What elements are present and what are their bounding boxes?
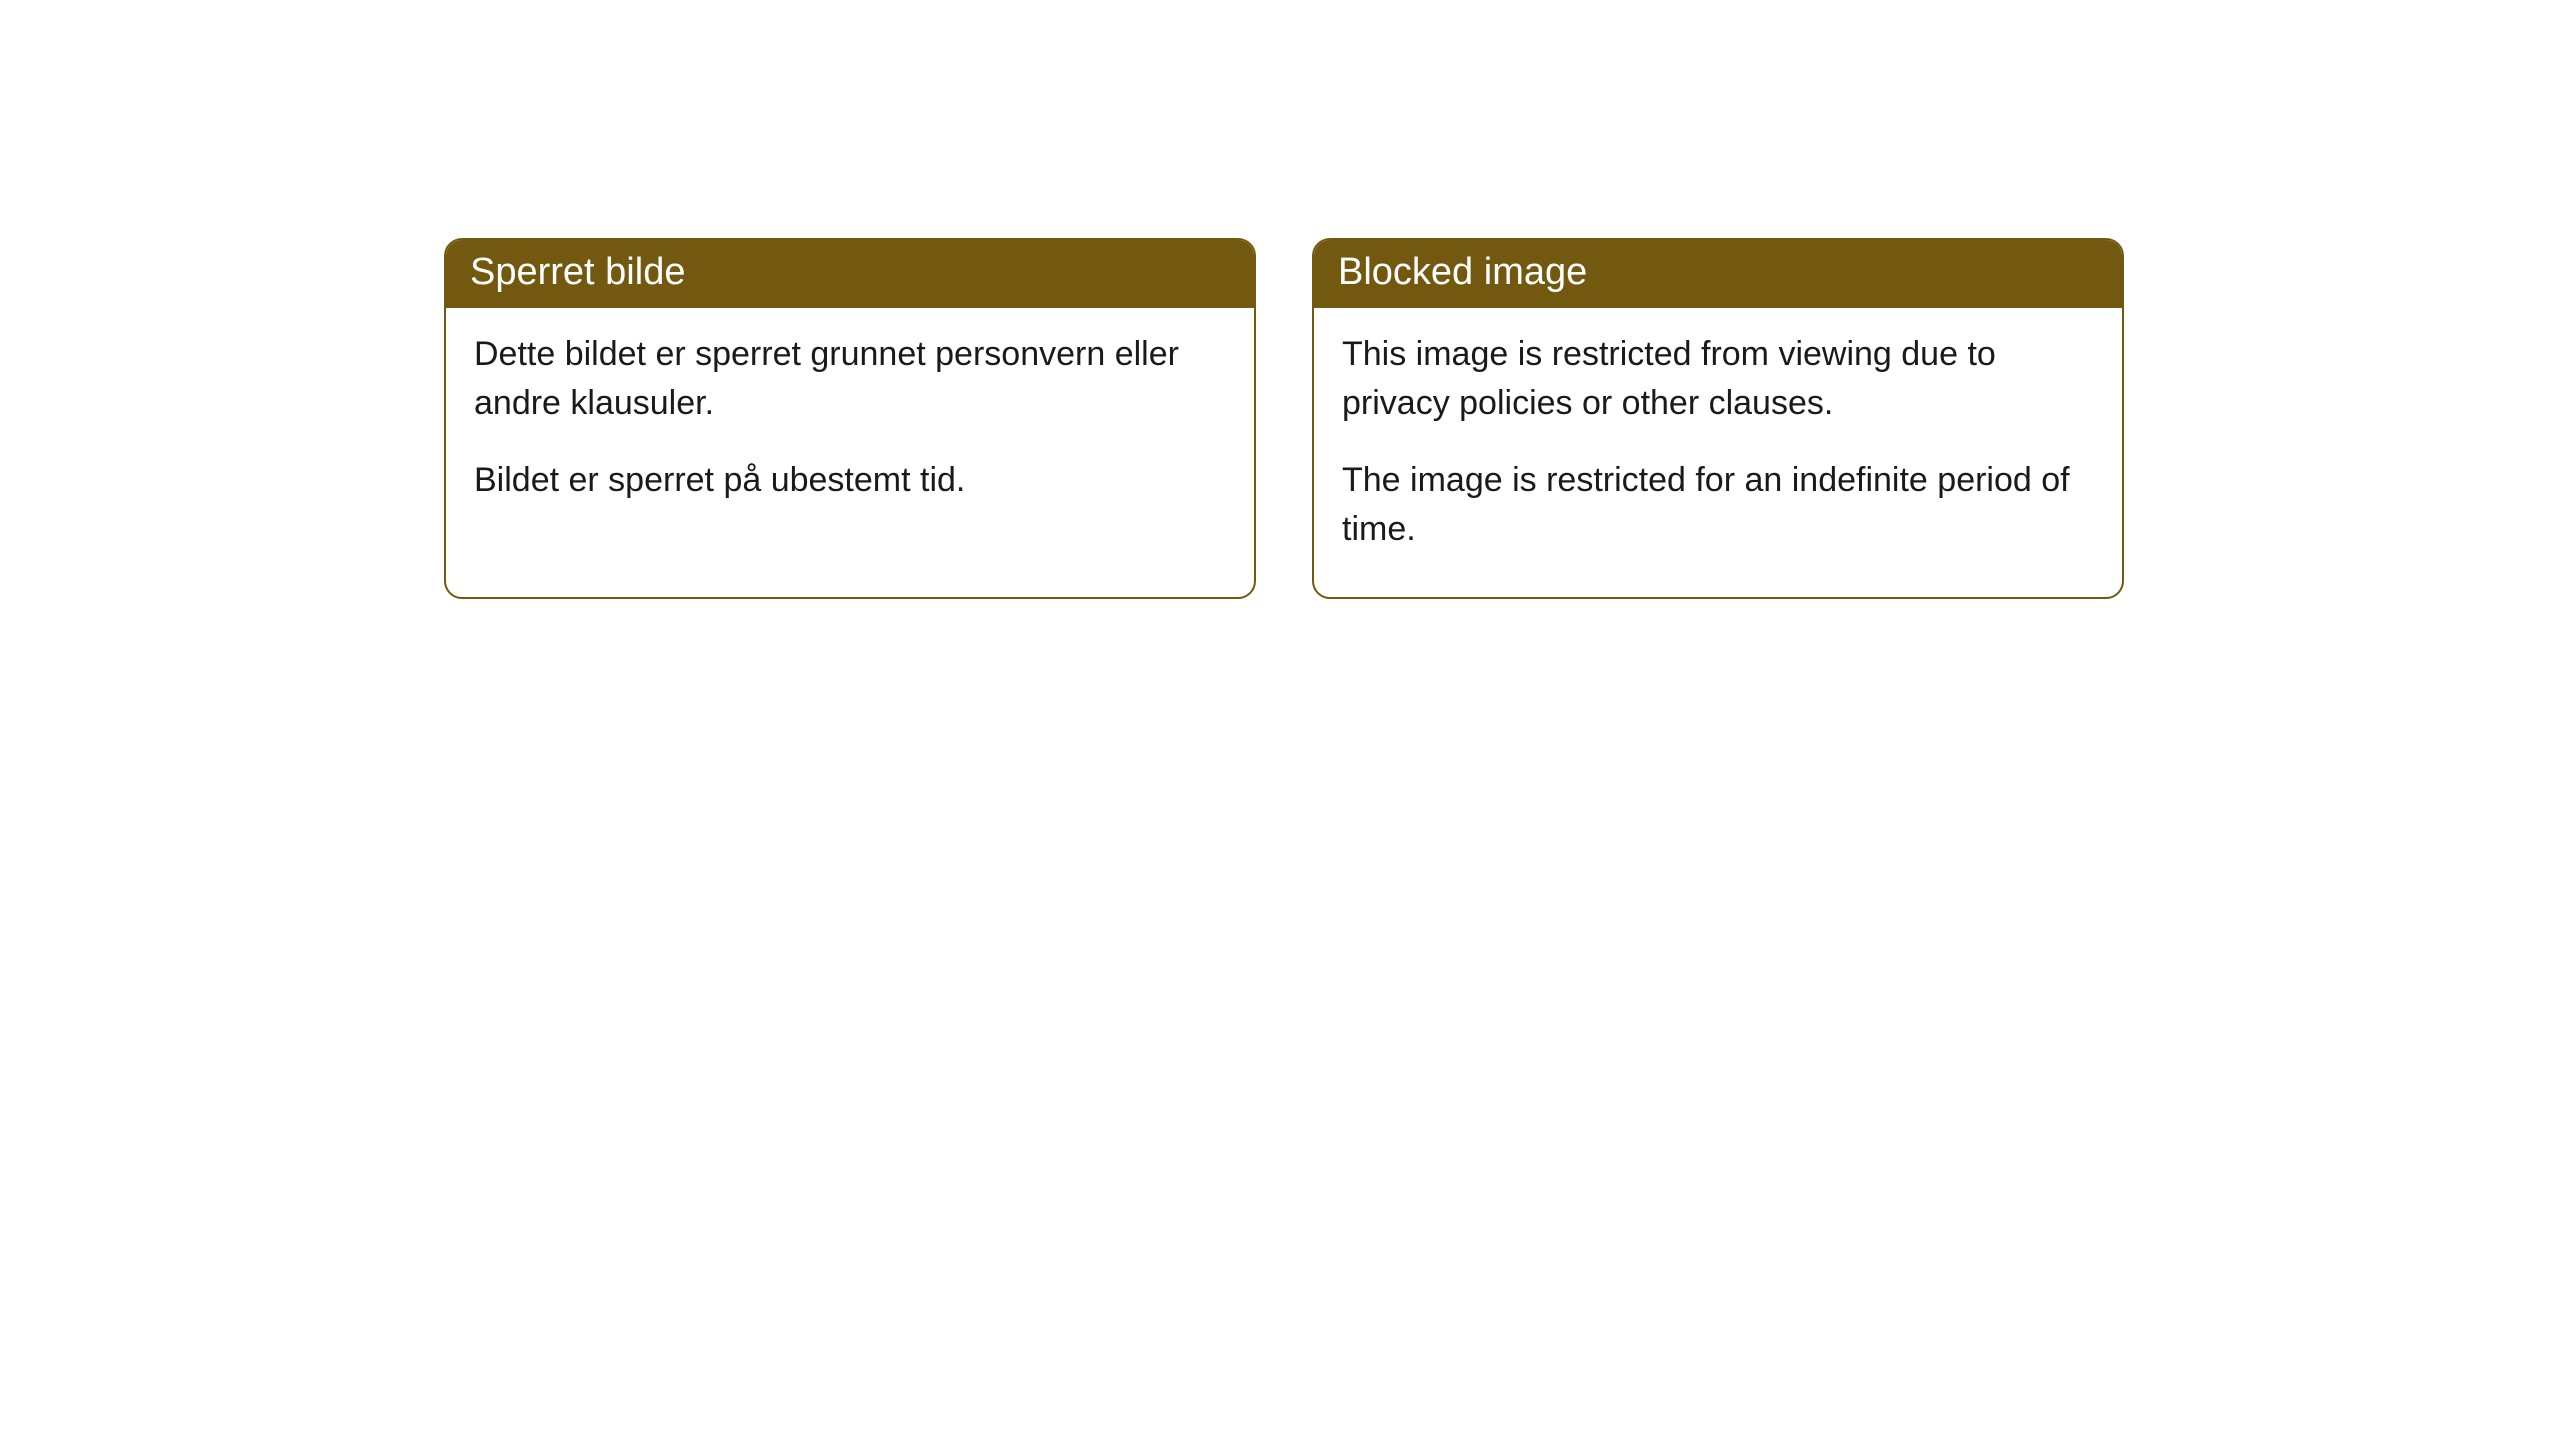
notice-card-english: Blocked image This image is restricted f… [1312,238,2124,599]
notice-card-norwegian: Sperret bilde Dette bildet er sperret gr… [444,238,1256,599]
card-body: This image is restricted from viewing du… [1314,308,2122,597]
card-text-line: Bildet er sperret på ubestemt tid. [474,456,1226,505]
card-title: Blocked image [1314,240,2122,308]
card-title: Sperret bilde [446,240,1254,308]
card-text-line: Dette bildet er sperret grunnet personve… [474,330,1226,429]
card-body: Dette bildet er sperret grunnet personve… [446,308,1254,548]
card-text-line: This image is restricted from viewing du… [1342,330,2094,429]
notice-container: Sperret bilde Dette bildet er sperret gr… [444,238,2124,599]
card-text-line: The image is restricted for an indefinit… [1342,456,2094,555]
